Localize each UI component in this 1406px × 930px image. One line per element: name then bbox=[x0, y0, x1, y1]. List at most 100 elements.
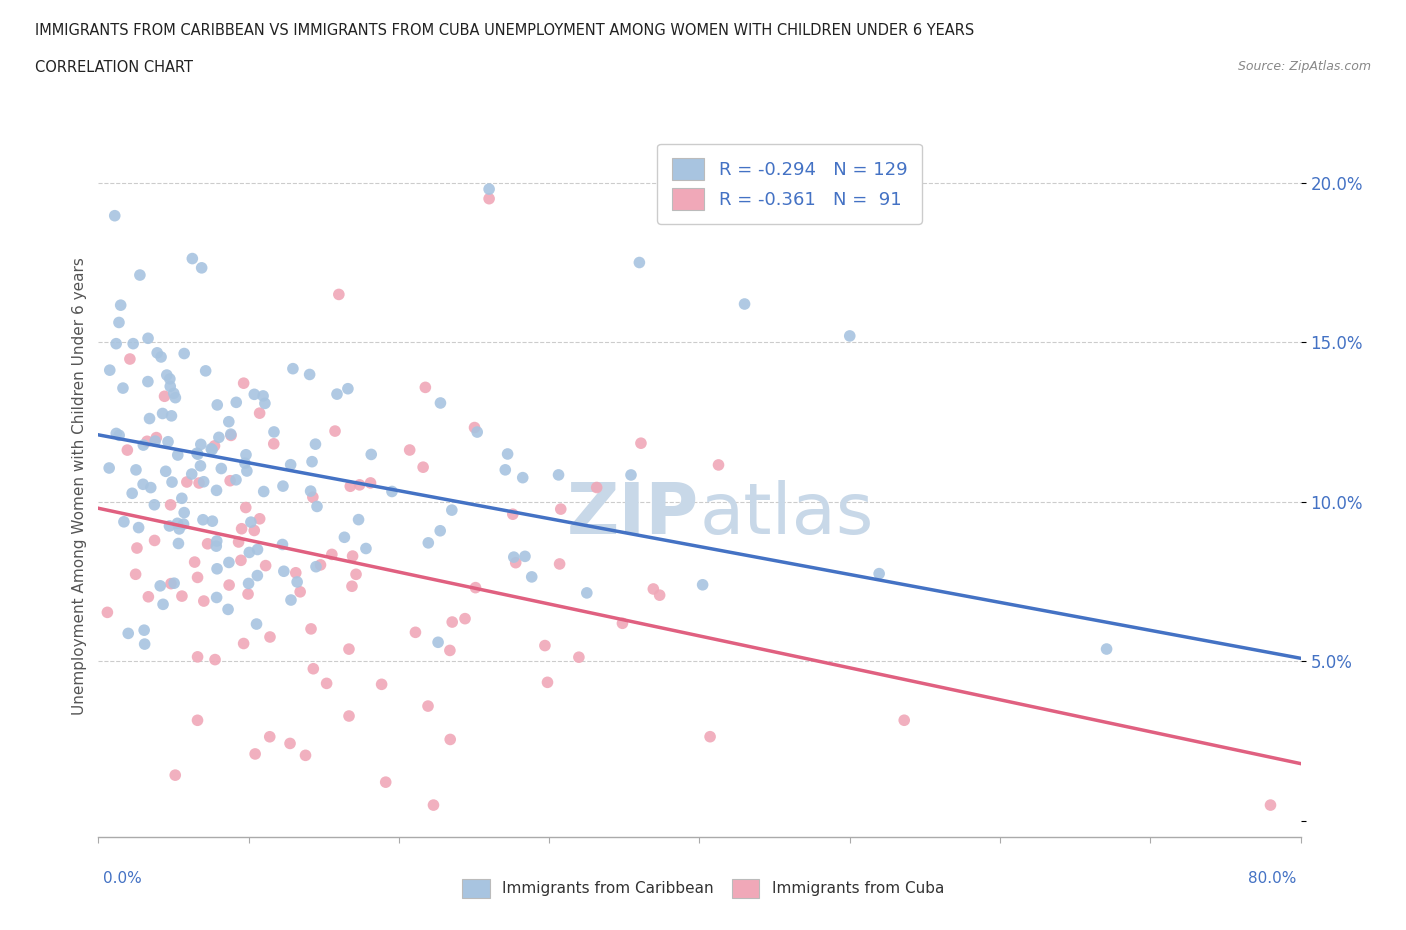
Point bbox=[323, 424, 346, 439]
Point bbox=[465, 425, 488, 440]
Point bbox=[112, 514, 135, 529]
Point bbox=[299, 484, 322, 498]
Point bbox=[188, 475, 211, 490]
Point bbox=[207, 397, 229, 412]
Text: IMMIGRANTS FROM CARIBBEAN VS IMMIGRANTS FROM CUBA UNEMPLOYMENT AMONG WOMEN WITH : IMMIGRANTS FROM CARIBBEAN VS IMMIGRANTS … bbox=[35, 23, 974, 38]
Point bbox=[496, 446, 519, 461]
Text: atlas: atlas bbox=[699, 480, 875, 549]
Point bbox=[381, 484, 404, 498]
Point bbox=[155, 464, 177, 479]
Point bbox=[208, 430, 231, 445]
Point bbox=[429, 395, 451, 410]
Point bbox=[128, 520, 150, 535]
Point bbox=[454, 611, 477, 626]
Point bbox=[160, 408, 183, 423]
Point bbox=[478, 192, 501, 206]
Point bbox=[187, 570, 209, 585]
Point bbox=[205, 483, 228, 498]
Point bbox=[167, 536, 190, 551]
Point bbox=[143, 498, 166, 512]
Point bbox=[132, 438, 155, 453]
Legend: Immigrants from Caribbean, Immigrants from Cuba: Immigrants from Caribbean, Immigrants fr… bbox=[456, 873, 950, 904]
Point bbox=[170, 491, 193, 506]
Point bbox=[183, 554, 205, 569]
Point bbox=[281, 361, 304, 376]
Point bbox=[463, 420, 485, 435]
Point bbox=[547, 468, 569, 483]
Point bbox=[117, 626, 139, 641]
Point bbox=[439, 732, 461, 747]
Point bbox=[370, 677, 392, 692]
Point bbox=[246, 542, 269, 557]
Point bbox=[494, 462, 516, 477]
Point bbox=[205, 562, 228, 577]
Point bbox=[354, 541, 377, 556]
Point bbox=[132, 477, 155, 492]
Point bbox=[315, 676, 337, 691]
Point bbox=[648, 588, 671, 603]
Point bbox=[321, 547, 343, 562]
Point bbox=[165, 767, 187, 782]
Point bbox=[374, 775, 396, 790]
Point bbox=[243, 747, 266, 762]
Point bbox=[187, 446, 209, 461]
Text: ZIP: ZIP bbox=[567, 480, 699, 549]
Point bbox=[243, 523, 266, 538]
Point bbox=[299, 621, 322, 636]
Point bbox=[153, 389, 176, 404]
Point bbox=[200, 442, 222, 457]
Point bbox=[294, 748, 316, 763]
Point bbox=[209, 461, 232, 476]
Point bbox=[219, 427, 242, 442]
Point bbox=[232, 376, 254, 391]
Point bbox=[217, 602, 239, 617]
Point bbox=[575, 586, 598, 601]
Point bbox=[176, 474, 198, 489]
Point bbox=[159, 519, 181, 534]
Point bbox=[550, 501, 572, 516]
Point bbox=[612, 616, 634, 631]
Point bbox=[328, 287, 350, 302]
Point bbox=[152, 406, 174, 421]
Point bbox=[166, 447, 188, 462]
Text: Source: ZipAtlas.com: Source: ZipAtlas.com bbox=[1237, 60, 1371, 73]
Point bbox=[225, 472, 247, 487]
Point bbox=[305, 559, 328, 574]
Point bbox=[105, 337, 128, 352]
Point bbox=[412, 459, 434, 474]
Point bbox=[104, 208, 127, 223]
Point bbox=[173, 346, 195, 361]
Point bbox=[204, 438, 226, 453]
Point bbox=[259, 630, 281, 644]
Point bbox=[249, 405, 271, 420]
Point bbox=[157, 434, 180, 449]
Point bbox=[439, 643, 461, 658]
Point bbox=[228, 535, 250, 550]
Point bbox=[117, 443, 139, 458]
Point bbox=[568, 650, 591, 665]
Point bbox=[339, 479, 361, 494]
Point bbox=[360, 475, 382, 490]
Point bbox=[190, 437, 212, 452]
Point bbox=[254, 558, 277, 573]
Point bbox=[536, 675, 558, 690]
Point bbox=[304, 437, 326, 452]
Point bbox=[253, 485, 276, 499]
Point bbox=[868, 566, 890, 581]
Point bbox=[238, 545, 260, 560]
Point bbox=[243, 387, 266, 402]
Point bbox=[838, 328, 860, 343]
Point bbox=[156, 367, 179, 382]
Point bbox=[699, 729, 721, 744]
Point bbox=[422, 798, 444, 813]
Point bbox=[302, 490, 325, 505]
Point bbox=[146, 345, 169, 360]
Point bbox=[139, 480, 162, 495]
Point bbox=[236, 587, 259, 602]
Point bbox=[225, 395, 247, 410]
Point bbox=[138, 590, 160, 604]
Point bbox=[187, 649, 209, 664]
Point bbox=[643, 581, 665, 596]
Point bbox=[186, 445, 208, 460]
Point bbox=[893, 712, 915, 727]
